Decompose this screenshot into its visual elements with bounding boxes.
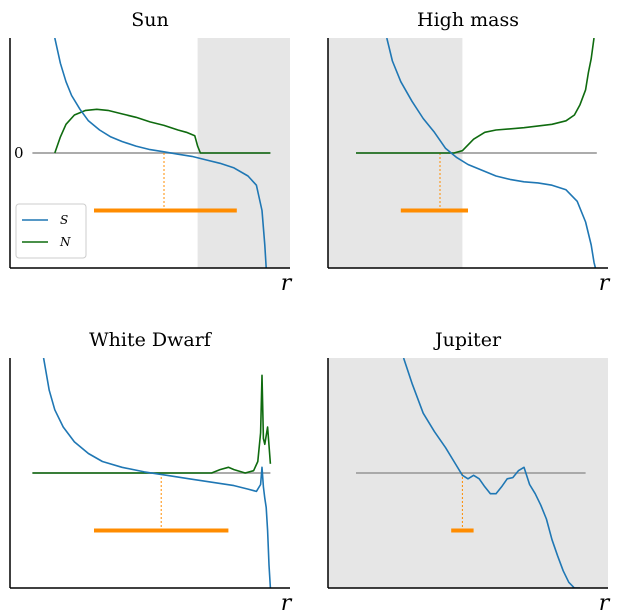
plot-area xyxy=(32,38,290,268)
subplot-1: Sun r 0 SN xyxy=(9,9,293,296)
x-axis-label: r xyxy=(599,591,611,615)
legend: SN xyxy=(15,203,87,259)
chart-title: High mass xyxy=(417,9,519,31)
chart-title: Sun xyxy=(131,9,169,31)
series-S-line xyxy=(386,38,597,268)
plot-area xyxy=(328,358,608,588)
series-S-line xyxy=(402,358,580,588)
series-N-line xyxy=(356,38,595,154)
x-axis-label: r xyxy=(281,591,293,615)
plot-area xyxy=(328,38,597,268)
x-axis-label: r xyxy=(281,271,293,296)
chart-title: White Dwarf xyxy=(89,329,213,351)
legend-box xyxy=(15,203,87,259)
y-tick-label: 0 xyxy=(14,144,24,162)
chart-title: Jupiter xyxy=(433,329,502,351)
series-N-line xyxy=(54,108,271,154)
x-axis-label: r xyxy=(599,271,611,296)
legend-label-S: S xyxy=(60,213,68,227)
subplot-3: White Dwarf r xyxy=(9,329,293,615)
subplot-2: High mass r xyxy=(327,9,611,296)
series-S-line xyxy=(54,38,267,268)
subplot-4: Jupiter r xyxy=(327,329,611,615)
plot-area xyxy=(32,358,272,588)
series-S-line xyxy=(42,358,272,588)
legend-label-N: N xyxy=(59,235,71,249)
series-N-line xyxy=(32,374,272,474)
